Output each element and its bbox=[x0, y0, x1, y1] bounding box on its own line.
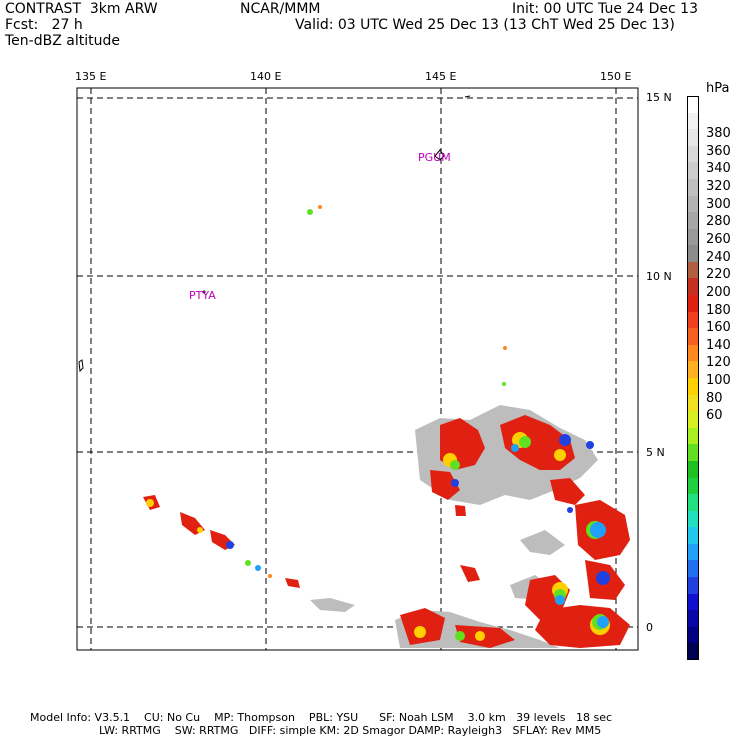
echo-core bbox=[455, 625, 515, 648]
echo-core bbox=[400, 608, 445, 645]
lon-label: 140 E bbox=[250, 70, 282, 83]
lon-label: 135 E bbox=[75, 70, 107, 83]
colorbar-tick-label: 60 bbox=[706, 408, 723, 424]
model-info-line2: LW: RRTMG SW: RRTMG DIFF: simple KM: 2D … bbox=[99, 724, 602, 737]
colorbar-tick-label: 260 bbox=[706, 231, 731, 247]
station-label: PGUM bbox=[418, 151, 451, 164]
field-name: Ten-dBZ altitude bbox=[5, 33, 120, 49]
colorbar-swatch bbox=[687, 112, 699, 130]
colorbar-swatch bbox=[687, 444, 699, 462]
colorbar-swatch bbox=[687, 278, 699, 296]
island-palau bbox=[78, 359, 84, 373]
plot-title: CONTRAST 3km ARW bbox=[5, 1, 158, 17]
lat-label: 10 N bbox=[646, 270, 672, 283]
echo-cell bbox=[520, 530, 565, 555]
colorbar-swatch bbox=[687, 593, 699, 611]
echo-core bbox=[285, 578, 300, 588]
echo-core bbox=[460, 565, 480, 582]
colorbar-swatch bbox=[687, 394, 699, 412]
colorbar-swatch bbox=[687, 195, 699, 213]
colorbar-unit: hPa bbox=[706, 81, 730, 96]
echo-isolated bbox=[268, 205, 507, 578]
colorbar-swatch bbox=[687, 427, 699, 445]
lon-label: 145 E bbox=[425, 70, 457, 83]
colorbar-tick-label: 140 bbox=[706, 337, 731, 353]
model-info-line1: Model Info: V3.5.1 CU: No Cu MP: Thompso… bbox=[30, 711, 613, 724]
init-time: Init: 00 UTC Tue 24 Dec 13 bbox=[512, 1, 698, 17]
valid-time: Valid: 03 UTC Wed 25 Dec 13 (13 ChT Wed … bbox=[295, 17, 675, 33]
colorbar-swatch bbox=[687, 610, 699, 628]
colorbar-swatch bbox=[687, 527, 699, 545]
echo-core bbox=[455, 505, 466, 516]
colorbar-swatch bbox=[687, 162, 699, 180]
lat-label: 0 bbox=[646, 621, 653, 634]
colorbar-swatch bbox=[687, 411, 699, 429]
coastlines bbox=[78, 95, 471, 373]
colorbar-swatch bbox=[687, 245, 699, 263]
colorbar-swatch bbox=[687, 212, 699, 230]
colorbar-tick-label: 80 bbox=[706, 390, 723, 406]
island bbox=[464, 95, 471, 98]
colorbar-swatch bbox=[687, 129, 699, 147]
lat-lon-grid bbox=[77, 88, 638, 650]
colorbar-swatch bbox=[687, 477, 699, 495]
forecast-hour: Fcst: 27 h bbox=[5, 17, 83, 33]
station-label: PTYA bbox=[189, 289, 216, 302]
colorbar-swatch bbox=[687, 344, 699, 362]
colorbar-swatch bbox=[687, 378, 699, 395]
echo-high bbox=[255, 444, 609, 628]
colorbar-swatch bbox=[687, 543, 699, 561]
colorbar-tick-label: 360 bbox=[706, 143, 731, 159]
colorbar-tick-label: 100 bbox=[706, 373, 731, 389]
colorbar-swatch bbox=[687, 560, 699, 578]
colorbar-swatch bbox=[687, 494, 699, 512]
colorbar-tick-label: 220 bbox=[706, 267, 731, 283]
colorbar-tick-label: 240 bbox=[706, 249, 731, 265]
colorbar-tick-label: 340 bbox=[706, 161, 731, 177]
echo-core bbox=[535, 605, 630, 648]
colorbar-swatch bbox=[687, 510, 699, 528]
island-guam bbox=[434, 149, 445, 161]
colorbar-tick-label: 320 bbox=[706, 178, 731, 194]
colorbar-tick-label: 180 bbox=[706, 302, 731, 318]
colorbar-tick-label: 200 bbox=[706, 284, 731, 300]
colorbar-swatch bbox=[687, 311, 699, 329]
lat-label: 15 N bbox=[646, 91, 672, 104]
colorbar-swatch bbox=[687, 328, 699, 346]
colorbar-tick-label: 160 bbox=[706, 320, 731, 336]
colorbar-tick-label: 300 bbox=[706, 196, 731, 212]
colorbar-swatch bbox=[687, 228, 699, 246]
colorbar-swatch bbox=[687, 295, 699, 313]
echo-core bbox=[430, 470, 460, 500]
lon-label: 150 E bbox=[600, 70, 632, 83]
colorbar-swatch bbox=[687, 577, 699, 595]
echo-band bbox=[310, 598, 355, 612]
colorbar-swatch bbox=[687, 643, 699, 661]
colorbar-swatch bbox=[687, 178, 699, 196]
map-frame bbox=[76, 87, 639, 651]
colorbar-swatch bbox=[687, 96, 699, 113]
colorbar-tick-label: 120 bbox=[706, 355, 731, 371]
colorbar-swatch bbox=[687, 460, 699, 478]
colorbar-swatch bbox=[687, 145, 699, 163]
lat-label: 5 N bbox=[646, 446, 665, 459]
echo-highest bbox=[226, 434, 610, 585]
echo-core bbox=[550, 478, 585, 505]
colorbar-swatch bbox=[687, 626, 699, 644]
organization: NCAR/MMM bbox=[240, 1, 321, 17]
colorbar-swatch bbox=[687, 261, 699, 279]
colorbar-swatch bbox=[687, 361, 699, 379]
island-yap bbox=[202, 290, 206, 294]
colorbar-tick-label: 380 bbox=[706, 126, 731, 141]
colorbar-tick-label: 280 bbox=[706, 214, 731, 230]
